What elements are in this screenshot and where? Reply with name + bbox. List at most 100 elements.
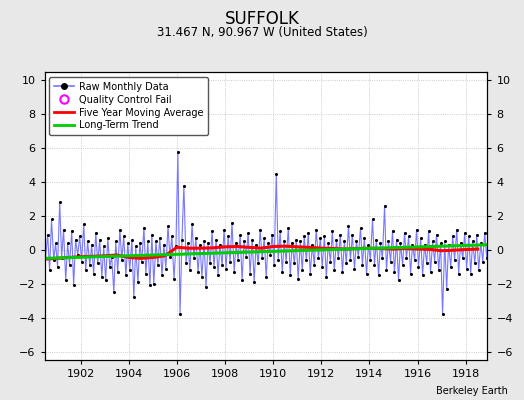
Point bbox=[370, 262, 379, 268]
Point bbox=[362, 270, 370, 277]
Point bbox=[441, 238, 449, 245]
Point bbox=[336, 232, 344, 238]
Point bbox=[388, 228, 397, 234]
Point bbox=[407, 270, 415, 277]
Point bbox=[465, 233, 473, 240]
Point bbox=[405, 233, 413, 240]
Point bbox=[453, 226, 461, 233]
Point bbox=[166, 254, 174, 260]
Point bbox=[212, 236, 220, 243]
Point bbox=[161, 265, 170, 272]
Point bbox=[414, 264, 423, 270]
Point bbox=[198, 274, 206, 280]
Point bbox=[376, 240, 385, 246]
Point bbox=[112, 238, 120, 245]
Point bbox=[236, 232, 244, 238]
Point bbox=[306, 270, 314, 277]
Point bbox=[330, 267, 339, 274]
Point bbox=[354, 254, 363, 260]
Point bbox=[418, 272, 427, 278]
Point bbox=[46, 267, 54, 274]
Point bbox=[172, 243, 180, 250]
Point bbox=[58, 255, 66, 262]
Point bbox=[129, 294, 138, 300]
Point bbox=[412, 226, 421, 233]
Point bbox=[481, 230, 489, 236]
Point bbox=[352, 238, 361, 245]
Point bbox=[97, 274, 106, 280]
Point bbox=[41, 255, 50, 262]
Point bbox=[100, 243, 108, 250]
Point bbox=[417, 235, 425, 241]
Point bbox=[356, 225, 365, 231]
Point bbox=[308, 242, 316, 248]
Point bbox=[316, 235, 324, 241]
Point bbox=[383, 267, 391, 274]
Point bbox=[463, 265, 471, 272]
Point bbox=[226, 258, 234, 265]
Point bbox=[483, 255, 491, 262]
Point bbox=[238, 277, 246, 284]
Point bbox=[252, 242, 260, 248]
Point bbox=[119, 233, 128, 240]
Point bbox=[400, 230, 409, 236]
Point bbox=[250, 279, 258, 285]
Point bbox=[346, 257, 355, 263]
Point bbox=[206, 260, 214, 267]
Point bbox=[190, 255, 198, 262]
Point bbox=[214, 272, 222, 278]
Point bbox=[122, 272, 130, 278]
Point bbox=[364, 242, 373, 248]
Point bbox=[290, 260, 299, 267]
Point bbox=[471, 260, 479, 267]
Point bbox=[230, 269, 238, 275]
Point bbox=[43, 232, 52, 238]
Point bbox=[192, 235, 200, 241]
Point bbox=[390, 269, 399, 275]
Point bbox=[222, 265, 230, 272]
Point bbox=[134, 279, 142, 285]
Point bbox=[485, 226, 493, 233]
Point bbox=[282, 258, 290, 265]
Point bbox=[386, 258, 395, 265]
Point bbox=[318, 264, 326, 270]
Point bbox=[85, 262, 94, 268]
Point bbox=[395, 277, 403, 284]
Point bbox=[148, 232, 156, 238]
Point bbox=[422, 260, 431, 267]
Point bbox=[184, 240, 192, 246]
Point bbox=[71, 236, 80, 243]
Point bbox=[34, 242, 42, 248]
Point bbox=[158, 272, 166, 278]
Point bbox=[248, 236, 256, 243]
Point bbox=[286, 272, 294, 278]
Point bbox=[420, 242, 429, 248]
Point bbox=[73, 252, 82, 258]
Point bbox=[117, 257, 126, 263]
Point bbox=[31, 228, 40, 234]
Point bbox=[392, 236, 401, 243]
Point bbox=[208, 228, 216, 234]
Text: SUFFOLK: SUFFOLK bbox=[225, 10, 299, 28]
Point bbox=[256, 226, 264, 233]
Point bbox=[436, 240, 445, 246]
Point bbox=[434, 267, 443, 274]
Point bbox=[384, 238, 392, 245]
Point bbox=[324, 240, 332, 246]
Point bbox=[430, 258, 439, 265]
Point bbox=[95, 236, 104, 243]
Point bbox=[132, 243, 140, 250]
Point bbox=[141, 270, 150, 277]
Point bbox=[351, 265, 359, 272]
Point bbox=[218, 262, 226, 268]
Point bbox=[268, 232, 276, 238]
Point bbox=[144, 238, 152, 245]
Point bbox=[138, 258, 146, 265]
Point bbox=[312, 226, 320, 233]
Point bbox=[149, 280, 158, 287]
Point bbox=[56, 199, 64, 206]
Point bbox=[314, 255, 323, 262]
Point bbox=[168, 233, 176, 240]
Point bbox=[368, 216, 377, 222]
Point bbox=[294, 276, 302, 282]
